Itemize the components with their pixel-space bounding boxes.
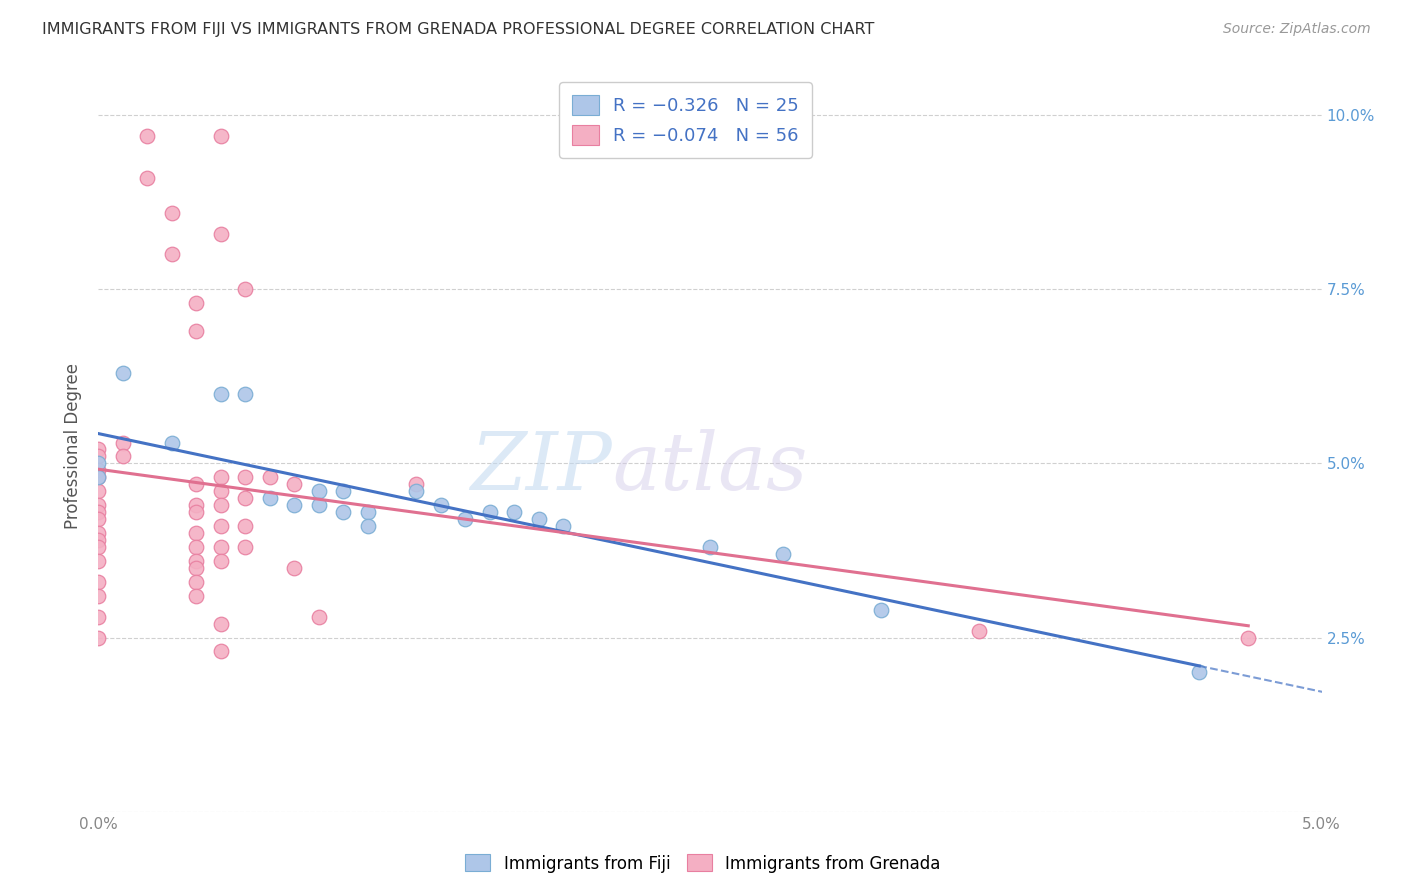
Text: IMMIGRANTS FROM FIJI VS IMMIGRANTS FROM GRENADA PROFESSIONAL DEGREE CORRELATION : IMMIGRANTS FROM FIJI VS IMMIGRANTS FROM …	[42, 22, 875, 37]
Point	[87, 526, 110, 541]
Point	[233, 470, 256, 484]
Legend: R = −0.326   N = 25, R = −0.074   N = 56: R = −0.326 N = 25, R = −0.074 N = 56	[560, 82, 811, 158]
Point	[870, 603, 893, 617]
Point	[111, 450, 134, 464]
Point	[553, 519, 575, 533]
Point	[186, 296, 208, 310]
Point	[87, 631, 110, 645]
Point	[87, 484, 110, 499]
Point	[87, 463, 110, 477]
Point	[87, 554, 110, 568]
Point	[233, 519, 256, 533]
Point	[87, 498, 110, 512]
Point	[1237, 631, 1260, 645]
Point	[209, 540, 232, 554]
Point	[430, 498, 453, 512]
Point	[87, 533, 110, 547]
Point	[308, 498, 330, 512]
Point	[967, 624, 990, 638]
Point	[478, 505, 501, 519]
Point	[259, 491, 281, 506]
Point	[259, 470, 281, 484]
Point	[111, 435, 134, 450]
Point	[233, 540, 256, 554]
Point	[186, 526, 208, 541]
Legend: Immigrants from Fiji, Immigrants from Grenada: Immigrants from Fiji, Immigrants from Gr…	[458, 847, 948, 880]
Point	[1188, 665, 1211, 680]
Y-axis label: Professional Degree: Professional Degree	[65, 363, 83, 529]
Text: ZIP: ZIP	[471, 429, 612, 507]
Point	[772, 547, 794, 561]
Point	[87, 609, 110, 624]
Point	[503, 505, 526, 519]
Point	[186, 498, 208, 512]
Point	[405, 484, 427, 499]
Point	[186, 589, 208, 603]
Point	[186, 540, 208, 554]
Point	[233, 491, 256, 506]
Point	[209, 386, 232, 401]
Point	[87, 470, 110, 484]
Point	[87, 457, 110, 471]
Point	[186, 561, 208, 575]
Point	[160, 435, 183, 450]
Point	[209, 470, 232, 484]
Point	[405, 477, 427, 491]
Point	[454, 512, 477, 526]
Point	[233, 386, 256, 401]
Point	[209, 554, 232, 568]
Point	[160, 247, 183, 261]
Point	[209, 484, 232, 499]
Point	[186, 505, 208, 519]
Point	[209, 616, 232, 631]
Point	[87, 512, 110, 526]
Point	[233, 282, 256, 296]
Text: atlas: atlas	[612, 429, 807, 507]
Point	[111, 366, 134, 380]
Point	[283, 561, 305, 575]
Point	[186, 554, 208, 568]
Point	[356, 519, 378, 533]
Point	[160, 205, 183, 219]
Point	[136, 170, 159, 185]
Point	[209, 227, 232, 241]
Point	[699, 540, 721, 554]
Point	[209, 498, 232, 512]
Point	[136, 128, 159, 143]
Point	[87, 442, 110, 457]
Text: Source: ZipAtlas.com: Source: ZipAtlas.com	[1223, 22, 1371, 37]
Point	[209, 644, 232, 658]
Point	[283, 477, 305, 491]
Point	[356, 505, 378, 519]
Point	[87, 589, 110, 603]
Point	[87, 540, 110, 554]
Point	[186, 574, 208, 589]
Point	[308, 484, 330, 499]
Point	[87, 450, 110, 464]
Point	[527, 512, 550, 526]
Point	[209, 519, 232, 533]
Point	[308, 609, 330, 624]
Point	[87, 470, 110, 484]
Point	[332, 505, 354, 519]
Point	[186, 324, 208, 338]
Point	[87, 574, 110, 589]
Point	[186, 477, 208, 491]
Point	[209, 128, 232, 143]
Point	[283, 498, 305, 512]
Point	[332, 484, 354, 499]
Point	[87, 505, 110, 519]
